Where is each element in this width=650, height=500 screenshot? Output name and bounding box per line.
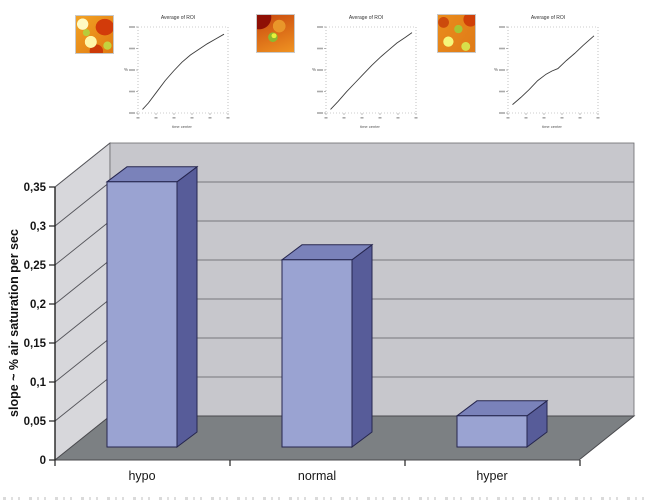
inset-x-tick-label-smudge [360, 117, 364, 119]
y-tick-label: 0,1 [30, 377, 47, 389]
y-tick-label: 0,25 [24, 260, 47, 272]
side-wall-gridline [54, 142, 111, 188]
side-wall-gridline [54, 376, 111, 422]
inset-x-tick-label-smudge [524, 117, 528, 119]
inset-x-tick-label-smudge [378, 117, 382, 119]
y-axis-title: slope ~ % air saturation per sec [7, 229, 21, 417]
bar-side-hypo [176, 165, 198, 448]
inset-x-tick-label-smudge [596, 117, 600, 119]
side-wall-gridline [54, 337, 111, 383]
inset-y-tick-label-smudge [129, 69, 135, 71]
roi-average-plot-normal: Average of ROI % time center [310, 15, 422, 129]
inset-x-tick-label-smudge [154, 117, 158, 119]
inset-y-tick-label-smudge [499, 90, 505, 93]
inset-x-tick-label-smudge [136, 117, 140, 119]
inset-y-tick-label-smudge [317, 47, 323, 50]
inset-x-tick-label-smudge [506, 117, 510, 119]
side-wall-gridline [54, 220, 111, 266]
roi-average-curve-hypo [129, 26, 230, 119]
inset-y-axis-label: % [494, 67, 499, 72]
inset-y-tick-label-smudge [317, 90, 323, 93]
side-wall-gridline [54, 259, 111, 305]
inset-plot-frame [137, 26, 229, 114]
inset-y-axis-label: % [312, 67, 317, 72]
roi-thermal-map-normal [256, 14, 295, 53]
category-label-hyper: hyper [476, 469, 507, 483]
side-wall-gridline [54, 298, 111, 344]
inset-x-axis-label: time center [360, 124, 380, 129]
inset-y-tick-label-smudge [317, 112, 323, 114]
chart-side-wall [54, 142, 111, 461]
bar-hyper [456, 415, 528, 448]
inset-curve [330, 32, 413, 110]
roi-average-plot-hypo: Average of ROI % time center [122, 15, 234, 129]
bar-hypo [106, 181, 178, 448]
inset-x-tick-label-smudge [190, 117, 194, 119]
bar-normal [281, 259, 353, 448]
y-tick-label: 0,35 [24, 182, 47, 194]
y-tick-label: 0,3 [30, 221, 46, 233]
inset-y-tick-label-smudge [129, 90, 135, 93]
y-tick-label: 0 [40, 455, 46, 467]
inset-y-tick-label-smudge [499, 112, 505, 114]
category-label-hypo: hypo [128, 469, 155, 483]
roi-average-plot-hyper: Average of ROI % time center [492, 15, 604, 129]
inset-x-tick-label-smudge [414, 117, 418, 119]
roi-average-curve-hyper [499, 26, 600, 119]
inset-row: Average of ROI % time center Average of … [0, 0, 650, 140]
y-tick-label: 0,15 [24, 338, 47, 350]
inset-x-tick-label-smudge [172, 117, 176, 119]
roi-thermal-map-hypo [75, 15, 114, 54]
inset-x-tick-label-smudge [396, 117, 400, 119]
side-wall-gridline [54, 181, 111, 227]
inset-y-tick-label-smudge [129, 112, 135, 114]
inset-y-tick-label-smudge [499, 69, 505, 71]
inset-x-tick-label-smudge [208, 117, 212, 119]
inset-y-tick-label-smudge [129, 26, 135, 28]
inset-x-tick-label-smudge [542, 117, 546, 119]
inset-x-axis-label: time center [172, 124, 192, 129]
category-label-normal: normal [298, 469, 336, 483]
bar-side-normal [351, 243, 373, 448]
inset-curve [512, 35, 595, 105]
inset-y-tick-label-smudge [499, 26, 505, 28]
inset-y-tick-label-smudge [129, 47, 135, 50]
inset-plot-frame [507, 26, 599, 114]
inset-curve [142, 33, 225, 110]
inset-plot-title: Average of ROI [348, 15, 384, 21]
inset-y-tick-label-smudge [317, 26, 323, 28]
inset-y-axis-label: % [124, 67, 129, 72]
inset-x-tick-label-smudge [578, 117, 582, 119]
y-tick-label: 0,05 [24, 416, 47, 428]
inset-x-tick-label-smudge [560, 117, 564, 119]
inset-y-tick-label-smudge [499, 47, 505, 50]
inset-x-tick-label-smudge [324, 117, 328, 119]
roi-thermal-map-hyper [437, 14, 476, 53]
inset-y-tick-label-smudge [317, 69, 323, 71]
y-tick-label: 0,2 [30, 299, 46, 311]
inset-x-tick-label-smudge [342, 117, 346, 119]
inset-x-axis-label: time center [542, 124, 562, 129]
inset-plot-title: Average of ROI [530, 15, 566, 21]
inset-x-tick-label-smudge [226, 117, 230, 119]
roi-average-curve-normal [317, 26, 418, 119]
inset-plot-title: Average of ROI [160, 15, 196, 21]
cropped-caption-strip [3, 497, 647, 500]
